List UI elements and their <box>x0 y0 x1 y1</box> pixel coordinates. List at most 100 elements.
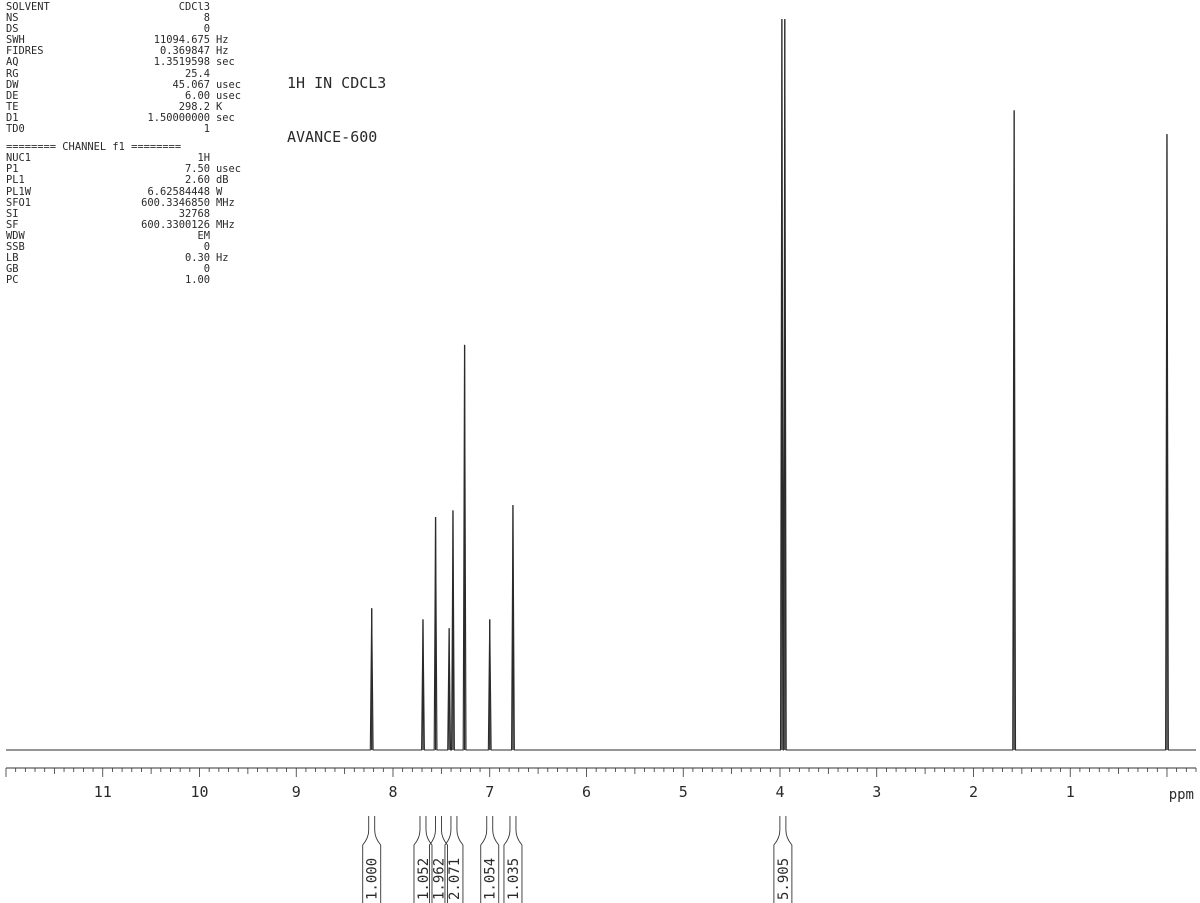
param-value: 32768 <box>178 207 210 220</box>
param-key: D1 <box>6 111 19 124</box>
channel-param-list: NUC1 1H P1 7.50 usec PL1 2.60 dB PL1W 6.62584448 W… <box>6 153 256 286</box>
param-value: 1.50000000 <box>147 111 210 124</box>
param-unit: dB <box>216 174 229 187</box>
integral-bracket <box>773 816 793 903</box>
integral-value: 1.962 <box>431 858 447 900</box>
param-unit: MHz <box>216 218 235 231</box>
param-key: TE <box>6 100 19 113</box>
x-tick-label: 3 <box>872 783 881 801</box>
param-row-ns: NS 8 <box>6 12 256 25</box>
param-value: 600.3300126 <box>141 218 210 231</box>
x-tick-label: 8 <box>388 783 397 801</box>
integral-bracket <box>480 816 500 903</box>
param-unit: Hz <box>216 34 229 47</box>
x-tick-label: 4 <box>775 783 784 801</box>
param-value: 45.067 <box>172 78 210 91</box>
param-key: AQ <box>6 56 19 69</box>
param-value: 298.2 <box>178 100 210 113</box>
param-row-de: DE 6.00 usec <box>6 89 256 102</box>
param-key: DW <box>6 78 19 91</box>
param-row-sfo1: SFO1 600.3346850 MHz <box>6 196 256 209</box>
param-row-swh: SWH 11094.675 Hz <box>6 35 256 46</box>
param-value: 25.4 <box>184 67 210 80</box>
param-key: RG <box>6 67 19 80</box>
param-key: PL1W <box>6 185 32 198</box>
spectrum-title-instrument: AVANCE-600 <box>287 128 378 146</box>
param-row-wdw: WDW EM <box>6 229 256 242</box>
param-key: DS <box>6 23 19 36</box>
param-row-aq: AQ 1.3519598 sec <box>6 57 256 68</box>
integral-value: 1.052 <box>416 858 432 900</box>
integral-value: 2.071 <box>447 858 463 900</box>
spectrum-trace <box>6 19 1196 751</box>
param-value: 1H <box>197 152 210 165</box>
param-key: NS <box>6 12 19 25</box>
integral-bracket <box>503 816 523 903</box>
x-tick-label: 6 <box>582 783 591 801</box>
param-key: PC <box>6 274 19 287</box>
integral-value: 1.000 <box>365 858 381 900</box>
integral-bracket <box>444 816 464 903</box>
param-value: 6.62584448 <box>147 185 210 198</box>
x-tick-label: 7 <box>485 783 494 801</box>
param-key: SI <box>6 207 19 220</box>
integral-bracket <box>413 816 433 903</box>
param-key: DE <box>6 89 19 102</box>
param-unit: K <box>216 100 223 113</box>
x-tick-label: 11 <box>94 783 112 801</box>
param-unit: usec <box>216 163 242 176</box>
param-value: 1.3519598 <box>153 56 210 69</box>
param-value: 600.3346850 <box>141 196 210 209</box>
param-row-rg: RG 25.4 <box>6 67 256 80</box>
param-value: 6.00 <box>184 89 210 102</box>
param-key: TD0 <box>6 123 25 136</box>
param-row-si: SI 32768 <box>6 207 256 220</box>
param-unit: usec <box>216 89 242 102</box>
param-value: 0 <box>203 23 210 36</box>
param-unit: sec <box>216 56 235 69</box>
param-key: SF <box>6 218 19 231</box>
param-key: SFO1 <box>6 196 32 209</box>
param-key: LB <box>6 252 19 265</box>
param-value: 0 <box>203 241 210 254</box>
param-value: 8 <box>203 12 210 25</box>
spectrum-title-nucleus: 1H IN CDCL3 <box>287 74 387 92</box>
param-row-sf: SF 600.3300126 MHz <box>6 218 256 231</box>
param-key: P1 <box>6 163 19 176</box>
param-value: 1 <box>203 123 210 136</box>
param-value: 0.369847 <box>159 45 210 58</box>
param-value: 11094.675 <box>153 34 210 47</box>
x-tick-label: 10 <box>190 783 208 801</box>
param-row-gb: GB 0 <box>6 264 256 275</box>
x-tick-label: 1 <box>1066 783 1075 801</box>
param-key: FIDRES <box>6 45 44 58</box>
param-row-ssb: SSB 0 <box>6 241 256 254</box>
param-row-p1: P1 7.50 usec <box>6 164 256 175</box>
param-value: 1.00 <box>184 274 210 287</box>
param-row-d1: D1 1.50000000 sec <box>6 111 256 124</box>
param-unit: Hz <box>216 45 229 58</box>
x-tick-label: 9 <box>292 783 301 801</box>
param-row-pl1w: PL1W 6.62584448 W <box>6 185 256 198</box>
channel-header: ======== CHANNEL f1 ======== <box>6 141 182 154</box>
param-row-pc: PC 1.00 <box>6 275 256 286</box>
param-row-dw: DW 45.067 usec <box>6 78 256 91</box>
param-key: SSB <box>6 241 25 254</box>
param-row-solvent: SOLVENT CDCl3 <box>6 1 256 13</box>
param-value: 0.30 <box>184 252 210 265</box>
param-key: SOLVENT <box>6 1 50 13</box>
acquisition-param-list: SOLVENT CDCl3 NS 8 DS 0 SWH 11094.675 Hz FIDRES 0.… <box>6 1 256 136</box>
x-tick-label: 2 <box>969 783 978 801</box>
param-value: 7.50 <box>184 163 210 176</box>
param-row-pl1: PL1 2.60 dB <box>6 175 256 186</box>
param-key: GB <box>6 263 19 276</box>
param-value: 0 <box>203 263 210 276</box>
integral-bracket <box>429 816 448 903</box>
param-key: SWH <box>6 34 25 47</box>
param-row-lb: LB 0.30 Hz <box>6 253 256 264</box>
param-key: NUC1 <box>6 152 32 165</box>
param-key: WDW <box>6 229 25 242</box>
integral-bracket <box>362 816 382 903</box>
param-unit: W <box>216 185 223 198</box>
